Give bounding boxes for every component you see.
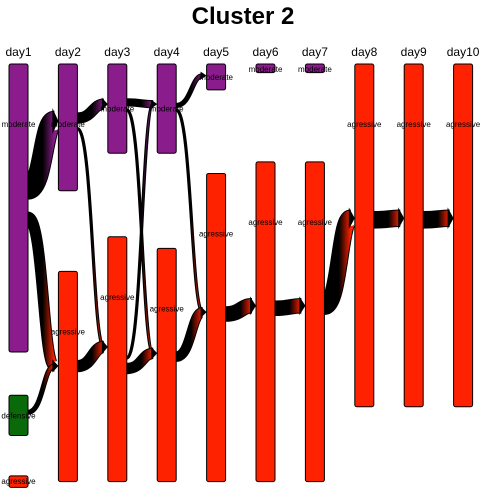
node-d5-agr <box>206 172 227 483</box>
flow-arrowhead <box>101 97 108 111</box>
node-label-d5-agr: agressive <box>199 229 234 238</box>
node-d8-agr <box>354 63 375 408</box>
node-label-d1-agr: agressive <box>1 477 36 486</box>
node-d4-mod <box>156 63 177 154</box>
flow-link <box>126 348 154 374</box>
flow-link <box>76 127 105 348</box>
flow-arrowhead <box>299 296 306 316</box>
node-d3-mod <box>107 63 128 154</box>
flow-arrowhead <box>398 207 405 230</box>
node-label-d8-agr: agressive <box>347 120 382 129</box>
flow-arrowhead <box>250 296 256 316</box>
flow-link <box>423 210 450 228</box>
flow-arrowhead <box>52 107 59 135</box>
flow-link <box>24 111 60 199</box>
day-labels: day1 day2 day3 day4 day5 day6 day7 day8 day9 day1… <box>5 45 479 59</box>
day-label-day6: day6 <box>252 45 278 59</box>
flow-arrowhead <box>151 346 158 360</box>
node-label-d1-mod: moderate <box>2 120 36 129</box>
node-label-d4-mod: moderate <box>150 105 184 114</box>
flow-link <box>175 109 204 313</box>
node-d10-agr <box>453 63 474 408</box>
flow-link <box>225 299 253 321</box>
node-label-d2-agr: agressive <box>51 327 86 336</box>
node-d7-mod <box>304 63 325 74</box>
day-label-day5: day5 <box>203 45 229 59</box>
day-label-day4: day4 <box>154 45 180 59</box>
flow-link-outline <box>75 126 106 349</box>
flow-link <box>76 341 105 372</box>
node-d2-agr <box>57 270 78 483</box>
flow-arrowhead <box>101 339 108 355</box>
node-label-d6-agr: agressive <box>248 218 283 227</box>
node-d1-mod <box>8 63 29 353</box>
node-d6-agr <box>255 161 276 483</box>
node-label-d7-mod: moderate <box>298 65 332 74</box>
flow-link <box>27 364 56 414</box>
flow-link <box>76 99 105 123</box>
flow-link <box>174 307 205 361</box>
node-label-d6-mod: moderate <box>249 65 283 74</box>
node-label-d9-agr: agressive <box>397 120 432 129</box>
node-d2-mod <box>57 63 78 192</box>
node-d1-def <box>8 394 29 437</box>
day-label-day7: day7 <box>302 45 328 59</box>
day-label-day8: day8 <box>351 45 377 59</box>
node-d1-agr <box>8 475 29 488</box>
flow-arrowhead <box>348 207 355 230</box>
chart-title: Cluster 2 <box>192 3 295 30</box>
flow-arrowhead <box>447 207 454 230</box>
node-label-d3-mod: moderate <box>100 105 134 114</box>
flow-arrowhead <box>200 71 207 80</box>
flow-link-outline <box>174 108 205 314</box>
node-d5-mod <box>206 63 227 91</box>
flow-arrowhead <box>151 100 158 109</box>
node-d4-agr <box>156 247 177 483</box>
node-label-d5-mod: moderate <box>199 73 233 82</box>
flow-link <box>175 74 204 108</box>
node-d9-agr <box>403 63 424 408</box>
node-d6-mod <box>255 63 276 74</box>
node-label-d3-agr: agressive <box>100 293 135 302</box>
flow-link <box>25 212 60 371</box>
day-label-day1: day1 <box>5 45 31 59</box>
day-label-day2: day2 <box>55 45 81 59</box>
node-label-d1-def: defensive <box>1 411 36 420</box>
flow-arrowhead <box>200 306 207 318</box>
node-label-d2-mod: moderate <box>51 120 85 129</box>
day-label-day9: day9 <box>401 45 427 59</box>
flow-link <box>126 103 154 359</box>
flow-link <box>373 210 401 228</box>
flow-links <box>23 71 454 415</box>
flow-link <box>126 99 154 108</box>
node-label-d7-agr: agressive <box>298 218 333 227</box>
node-label-d10-agr: agressive <box>446 120 481 129</box>
node-labels: moderate defensive agressive moderate agress… <box>1 65 480 486</box>
state-nodes <box>8 63 474 488</box>
node-d7-agr <box>304 161 325 483</box>
day-label-day10: day10 <box>447 45 480 59</box>
flow-link <box>274 299 302 316</box>
flow-arrowhead <box>52 361 59 370</box>
node-d3-agr <box>107 236 128 483</box>
flow-link-outline <box>125 102 155 360</box>
day-label-day3: day3 <box>104 45 130 59</box>
flow-link <box>320 210 356 314</box>
node-label-d4-agr: agressive <box>150 304 185 313</box>
